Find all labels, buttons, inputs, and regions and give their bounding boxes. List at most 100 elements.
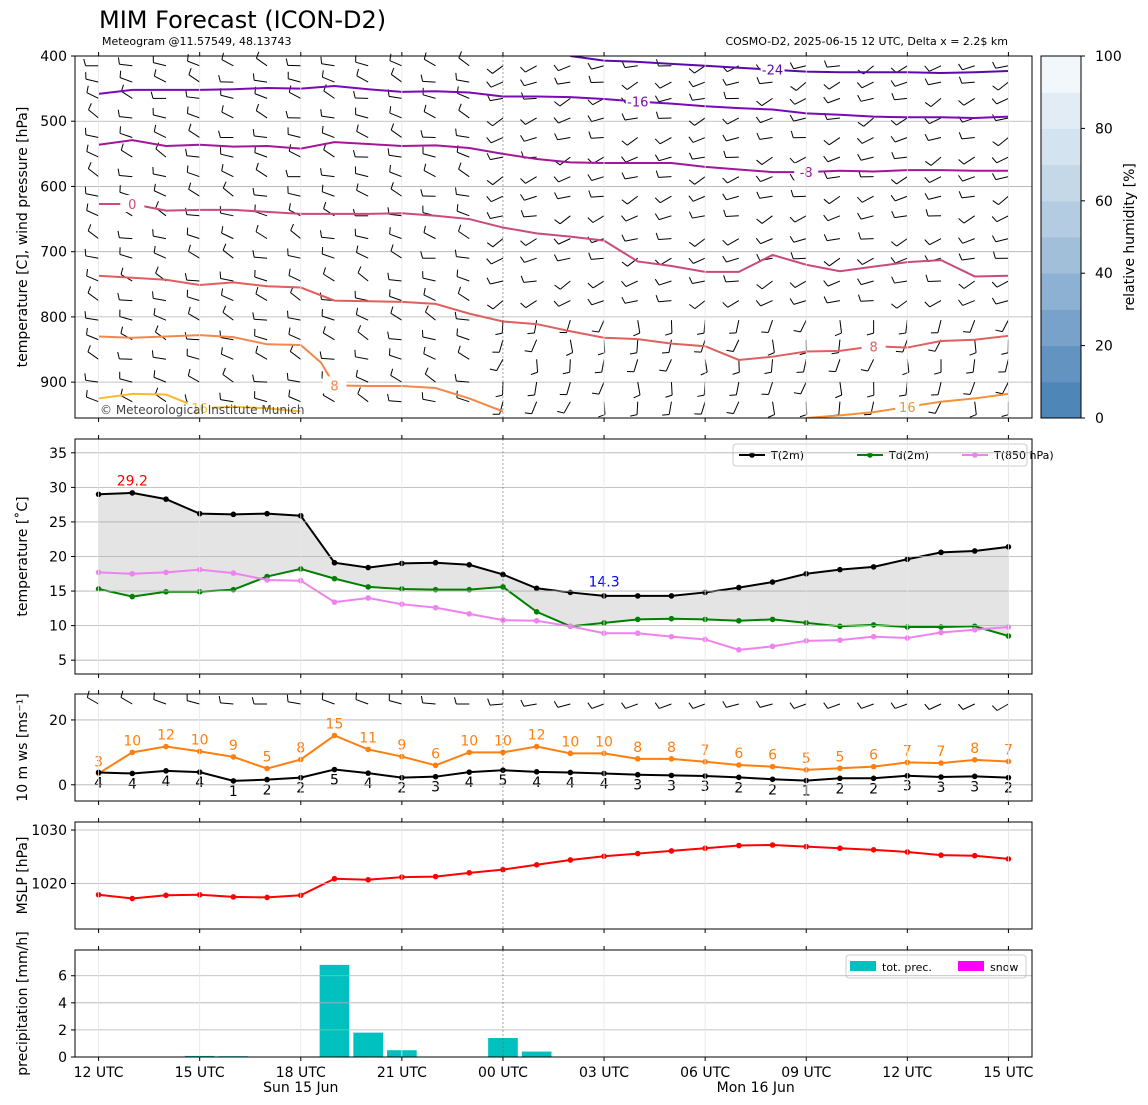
upper-air-wind-barb [456,335,470,341]
upper-air-wind-barb [963,156,975,165]
upper-air-wind-barb [795,81,807,91]
wind-speed-label: 4 [465,775,474,791]
upper-air-wind-barb [289,91,302,99]
isotherm-label: -24 [762,64,783,79]
upper-air-wind-barb-flag [958,191,963,199]
upper-air-wind-barb-flag [486,137,492,144]
upper-air-wind-barb [525,238,537,246]
wind-panel-data-point [938,760,944,766]
upper-air-wind-barb [963,280,976,289]
upper-air-wind-barb-flag [633,332,640,337]
precipitation-panel-ytick-label: 2 [58,1023,67,1039]
upper-air-wind-barb [490,81,504,88]
upper-air-wind-barb [287,379,301,383]
upper-air-wind-barb [490,280,504,285]
upper-air-wind-barb [894,280,908,284]
upper-air-wind-barb [388,213,402,217]
pressure-panel-data-point [567,857,574,863]
upper-air-wind-barb-flag [991,297,997,305]
upper-air-wind-barb-flag [221,288,224,296]
temperature-panel-frame [74,438,1033,675]
upper-air-wind-barb-flag [789,98,796,105]
pressure-panel-data-point [432,873,439,880]
upper-air-wind-barb [255,231,268,240]
colorbar-tick-label: 60 [1095,194,1113,210]
upper-air-wind-barb-flag [654,278,660,286]
upper-air-wind-barb [997,137,1009,147]
upper-air-wind-barb-flag [995,391,1003,395]
precipitation-bar [319,964,350,1057]
upper-air-wind-barb-flag [958,253,963,261]
temperature-panel-data-point [870,564,877,570]
upper-air-wind-barb [254,79,268,83]
upper-air-wind-barb [768,381,774,395]
upper-air-wind-barb-flag [323,201,327,209]
upper-air-wind-barb [969,319,976,333]
upper-air-wind-barb-flag [425,305,429,313]
colorbar-segment [1041,128,1081,166]
temperature-panel-ytick-label: 20 [49,550,67,566]
upper-air-wind-barb-flag [756,132,761,140]
upper-air-wind-barb [525,117,537,125]
upper-air-panel-ytick-label: 700 [40,245,67,261]
upper-air-wind-barb-flag [153,69,157,77]
upper-air-wind-barb-flag [969,414,977,418]
upper-air-wind-barb [85,134,99,139]
upper-air-wind-barb [827,280,841,287]
upper-air-wind-barb [894,137,908,143]
temperature-panel-data-point [870,633,877,640]
wind-speed-label: 12 [157,728,175,744]
pressure-panel-data-point [634,850,641,857]
upper-air-wind-barb-flag [554,219,561,225]
colorbar-segment [1041,92,1081,129]
upper-air-wind-barb-flag [187,306,191,314]
upper-air-wind-barb [254,276,268,282]
surface-wind-barb-flag [823,702,829,709]
upper-air-wind-barb [357,272,369,282]
surface-wind-barb-flag [286,694,289,702]
surface-wind-barb [422,702,436,705]
upper-air-wind-barb [523,215,537,218]
colorbar-label: relative humidity [%] [1122,163,1138,311]
upper-air-wind-barb [119,63,133,67]
upper-air-wind-barb-flag [924,102,932,107]
upper-air-wind-barb [929,176,942,184]
upper-air-wind-barb-flag [153,245,156,253]
upper-air-wind-barb-flag [755,237,761,245]
upper-air-wind-barb-flag [991,98,998,105]
upper-air-wind-barb-flag [524,412,532,415]
upper-air-wind-barb [119,253,133,259]
upper-air-wind-barb [670,382,673,396]
pressure-panel-ylabel: MSLP [hPa] [15,837,31,915]
upper-air-wind-barb [391,74,403,83]
temperature-panel-data-point [668,633,675,640]
upper-air-wind-barb-flag [285,169,289,177]
precipitation-bar [353,1032,383,1057]
upper-air-wind-barb [153,314,167,321]
upper-air-wind-barb-flag [520,240,526,246]
upper-air-wind-barb [88,168,99,178]
upper-air-wind-barb-flag [120,267,124,275]
upper-air-wind-barb [658,97,672,103]
upper-air-wind-barb-flag [84,248,87,256]
pressure-panel-data-point [129,895,136,902]
upper-air-wind-barb [388,279,402,282]
wind-speed-label: 2 [263,783,272,799]
upper-air-wind-barb-flag [588,75,592,83]
upper-air-wind-barb-flag [87,162,92,169]
upper-air-wind-barb-flag [621,296,626,304]
colorbar-tick-label: 20 [1095,339,1113,355]
upper-air-wind-barb [794,97,807,105]
upper-air-wind-barb [760,117,773,124]
upper-air-wind-barb [557,257,571,262]
upper-air-wind-barb [119,237,133,240]
upper-air-wind-barb-flag [87,286,92,294]
upper-air-wind-barb [153,297,167,302]
upper-air-wind-barb [221,232,234,240]
colorbar-segment [1041,164,1081,202]
upper-air-wind-barb-flag [594,371,602,374]
upper-air-wind-barb-flag [755,300,762,307]
surface-wind-barb [87,697,99,705]
wind-speed-label: 10 [494,733,512,749]
